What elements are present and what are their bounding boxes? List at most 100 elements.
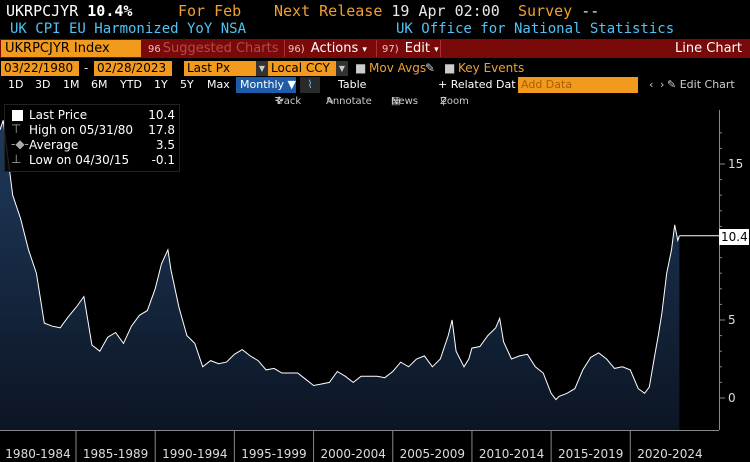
series-line <box>0 120 680 401</box>
divider <box>376 40 377 57</box>
period-ytd[interactable]: YTD <box>120 78 142 91</box>
chart-tools-row: ✛ Track ✎ Annotate ▤ News ⚲ Zoom <box>0 94 750 108</box>
chevron-down-icon: ▾ <box>362 45 367 55</box>
chart-action-bar: UKRPCJYR Index 96 Suggested Charts 96) Ac… <box>0 39 750 58</box>
x-tick-label: 2020-2024 <box>637 447 702 461</box>
period-1y[interactable]: 1Y <box>154 78 168 91</box>
legend-value: 17.8 <box>148 123 175 137</box>
security-header: UKRPCJYR 10.4% For Feb Next Release 19 A… <box>0 0 750 21</box>
period-1d[interactable]: 1D <box>8 78 24 91</box>
average-marker-icon: -◆- <box>11 137 29 151</box>
pencil-icon: ✎ <box>667 78 677 91</box>
ticker-label: UKRPCJYR 10.4% <box>6 2 132 20</box>
chevron-down-icon[interactable]: ▼ <box>336 61 348 76</box>
security-field[interactable]: UKRPCJYR Index <box>1 40 141 57</box>
track-label: Track <box>275 96 302 107</box>
zoom-label: Zoom <box>440 96 469 107</box>
legend-label: Last Price <box>29 108 88 122</box>
actions-label: Actions <box>310 41 359 56</box>
legend-value: -0.1 <box>151 153 175 167</box>
period-6m[interactable]: 6M <box>91 78 108 91</box>
next-release: Next Release 19 Apr 02:00 <box>274 2 500 20</box>
y-tick-label: 15 <box>728 157 743 171</box>
annotate-label: Annotate <box>326 96 372 107</box>
legend-value: 10.4 <box>148 108 175 122</box>
legend-average: -◆- Average 3.5 <box>9 137 177 153</box>
period-3d[interactable]: 3D <box>35 78 51 91</box>
x-tick-label: 2010-2014 <box>479 447 544 461</box>
table-button[interactable]: Table <box>338 78 367 91</box>
legend-label: High on 05/31/80 <box>29 123 134 137</box>
edit-chart-label: Edit Chart <box>679 78 735 91</box>
suggested-charts-num: 96 <box>148 44 161 55</box>
data-source: UK Office for National Statistics <box>396 21 675 37</box>
x-tick-label: 1980-1984 <box>5 447 70 461</box>
chevron-down-icon: ▾ <box>434 45 439 55</box>
checkbox-icon[interactable]: ■ <box>355 61 367 75</box>
related-data-button[interactable]: + Related Dat <box>438 78 516 91</box>
survey: Survey -- <box>518 2 599 20</box>
legend-label: Average <box>29 138 79 152</box>
news-label: News <box>391 96 419 107</box>
next-release-value: 19 Apr 02:00 <box>391 2 500 20</box>
legend-high: ⊤ High on 05/31/80 17.8 <box>9 122 177 138</box>
security-description: UK CPI EU Harmonized YoY NSA <box>10 21 247 37</box>
legend-label: Low on 04/30/15 <box>29 153 130 167</box>
survey-label: Survey <box>518 2 573 20</box>
field-select[interactable]: Last Px <box>184 61 256 76</box>
x-tick-label: 2000-2004 <box>320 447 385 461</box>
period-1m[interactable]: 1M <box>63 78 80 91</box>
series-area <box>0 120 680 431</box>
pencil-icon[interactable]: ✎ <box>425 61 436 75</box>
edit-chart-button[interactable]: ✎ Edit Chart <box>667 78 735 92</box>
pencil-icon: ✎ <box>326 96 335 107</box>
actions-menu[interactable]: 96) Actions ▾ <box>288 40 367 59</box>
key-events-toggle[interactable]: Key Events <box>458 61 525 75</box>
ticker-symbol: UKRPCJYR <box>6 2 79 20</box>
low-marker-icon: ⊥ <box>11 152 22 166</box>
suggested-charts-button[interactable]: 96 Suggested Charts <box>148 40 278 58</box>
chart-type-label[interactable]: Line Chart <box>675 41 742 56</box>
period-max[interactable]: Max <box>207 78 230 91</box>
chart-legend[interactable]: Last Price 10.4 ⊤ High on 05/31/80 17.8 … <box>4 104 180 172</box>
x-tick-label: 1995-1999 <box>241 447 306 461</box>
y-tick-label: 5 <box>728 313 736 327</box>
chart-settings-row: 03/22/1980 - 02/28/2023 Last Px ▼ Local … <box>0 61 750 77</box>
x-tick-label: 2015-2019 <box>558 447 623 461</box>
start-date-input[interactable]: 03/22/1980 <box>1 61 79 76</box>
period-toolbar: 1D 3D 1M 6M YTD 1Y 5Y Max Monthly ▼ ⌇ Ta… <box>0 77 750 93</box>
checkbox-icon[interactable]: ■ <box>444 61 456 75</box>
add-data-input[interactable]: Add Data <box>518 77 638 93</box>
frequency-select[interactable]: Monthly ▼ <box>236 77 296 93</box>
x-tick-label: 1985-1989 <box>83 447 148 461</box>
series-swatch <box>12 110 23 121</box>
divider <box>284 40 285 57</box>
end-date-input[interactable]: 02/28/2023 <box>94 61 172 76</box>
edit-num: 97) <box>382 44 399 55</box>
security-description-row: UK CPI EU Harmonized YoY NSA UK Office f… <box>0 21 750 38</box>
legend-low: ⊥ Low on 04/30/15 -0.1 <box>9 152 177 168</box>
survey-value: -- <box>581 2 600 20</box>
actions-num: 96) <box>288 44 305 55</box>
expand-icon[interactable]: › <box>660 78 665 91</box>
suggested-charts-label: Suggested Charts <box>162 41 279 56</box>
crosshair-icon: ✛ <box>275 96 284 107</box>
chart-style-icon[interactable]: ⌇ <box>300 77 320 93</box>
y-tick-label: 0 <box>728 391 736 405</box>
period-label: For Feb <box>178 2 242 20</box>
edit-label: Edit <box>404 41 430 56</box>
x-tick-label: 2005-2009 <box>400 447 465 461</box>
divider <box>440 40 441 57</box>
period-5y[interactable]: 5Y <box>180 78 194 91</box>
chevron-down-icon[interactable]: ▼ <box>256 61 268 76</box>
last-value-tag: 10.4 <box>719 229 749 245</box>
date-range-dash: - <box>84 61 89 75</box>
news-icon: ▤ <box>391 96 401 107</box>
collapse-icon[interactable]: ‹ <box>649 78 654 91</box>
currency-select[interactable]: Local CCY <box>268 61 336 76</box>
magnifier-icon: ⚲ <box>440 96 448 107</box>
current-value: 10.4% <box>87 2 133 20</box>
mov-avgs-toggle[interactable]: Mov Avgs <box>369 61 427 75</box>
edit-menu[interactable]: 97) Edit ▾ <box>382 40 439 59</box>
